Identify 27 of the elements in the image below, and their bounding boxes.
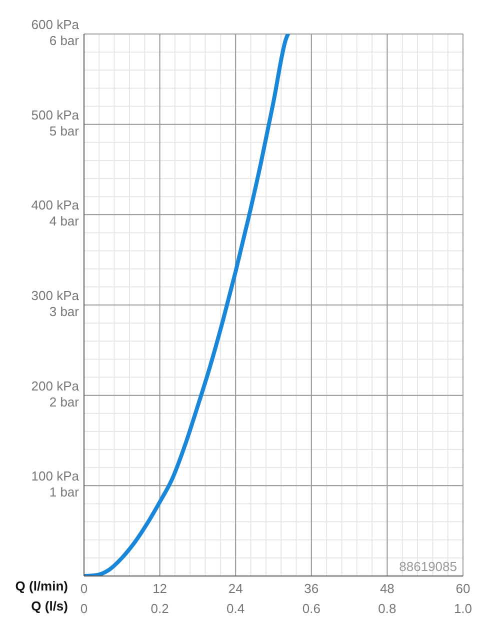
x-tick-label: 36 <box>304 581 319 596</box>
y-tick-label: 600 kPa <box>31 17 80 32</box>
x-tick-label: 60 <box>456 581 470 596</box>
x-tick-label: 0 <box>80 581 88 596</box>
annotation: 88619085 <box>399 559 457 574</box>
y-tick-label: 200 kPa <box>31 378 80 394</box>
y-tick-label: 100 kPa <box>31 468 80 484</box>
x2-tick-label: 0.4 <box>226 601 245 616</box>
x-axis-title: Q (l/min) <box>15 578 68 594</box>
x2-tick-label: 0.8 <box>378 601 396 616</box>
y2-tick-label: 5 bar <box>49 123 80 138</box>
y2-tick-label: 4 bar <box>49 214 80 229</box>
y2-tick-label: 6 bar <box>49 33 80 48</box>
y-tick-label: 400 kPa <box>31 198 80 213</box>
y-tick-label: 500 kPa <box>31 107 80 122</box>
x2-tick-label: 0.6 <box>302 601 320 616</box>
x2-tick-label: 0.2 <box>150 601 169 616</box>
y2-tick-label: 2 bar <box>49 394 80 410</box>
x-tick-label: 12 <box>152 581 168 596</box>
y2-tick-label: 1 bar <box>49 484 80 500</box>
x2-tick-label: 1.0 <box>454 601 472 616</box>
y2-tick-label: 3 bar <box>49 304 80 319</box>
x-tick-label: 48 <box>380 581 394 596</box>
x-tick-label: 24 <box>228 581 243 596</box>
y-tick-label: 300 kPa <box>31 288 80 303</box>
x2-axis-title: Q (l/s) <box>31 598 68 614</box>
x2-tick-label: 0 <box>80 601 88 616</box>
